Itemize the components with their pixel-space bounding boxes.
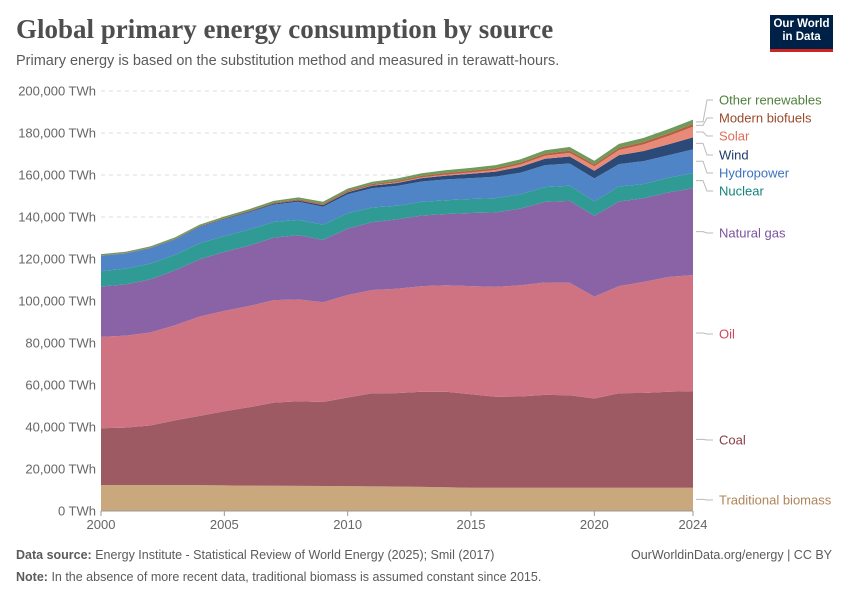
x-tick-label: 2000 [87,517,116,532]
data-source: Data source: Energy Institute - Statisti… [16,548,494,562]
label-connector [696,117,713,126]
label-connector [696,231,713,234]
area-natural-gas [101,188,693,337]
series-label-solar: Solar [719,129,750,144]
owid-logo[interactable]: Our World in Data [770,15,833,52]
note: Note: In the absence of more recent data… [16,570,541,584]
source-text: Energy Institute - Statistical Review of… [95,548,495,562]
series-label-wind: Wind [719,148,749,163]
x-tick-label: 2020 [580,517,609,532]
area-coal [101,391,693,488]
y-tick-label: 40,000 TWh [25,420,96,435]
series-label-natural-gas: Natural gas [719,226,786,241]
page-subtitle: Primary energy is based on the substitut… [16,53,560,69]
label-connector [696,180,713,192]
y-tick-label: 0 TWh [58,504,96,519]
x-tick-label: 2010 [333,517,362,532]
y-tick-label: 60,000 TWh [25,378,96,393]
area-hydropower [101,149,693,272]
x-tick-label: 2005 [210,517,239,532]
label-connector [696,99,713,123]
area-nuclear [101,173,693,287]
credit-link[interactable]: OurWorldinData.org/energy | CC BY [630,548,832,562]
x-tick-label: 2015 [457,517,486,532]
y-tick-label: 80,000 TWh [25,336,96,351]
note-label: Note: [16,570,48,584]
series-label-traditional-biomass: Traditional biomass [719,493,832,508]
area-traditional-biomass [101,484,693,511]
y-tick-label: 180,000 TWh [18,126,96,141]
series-label-other-renewables: Other renewables [719,93,822,108]
label-connector [696,142,713,156]
area-other-renewables [101,119,693,256]
label-connector [696,332,713,335]
y-tick-label: 200,000 TWh [18,84,96,99]
label-connector [696,498,713,501]
series-label-coal: Coal [719,433,746,448]
page-title: Global primary energy consumption by sou… [16,14,554,44]
series-label-modern-biofuels: Modern biofuels [719,111,812,126]
label-connector [696,438,713,441]
y-tick-label: 100,000 TWh [18,294,96,309]
y-tick-label: 120,000 TWh [18,252,96,267]
logo-text: Our World in Data [773,18,830,43]
y-tick-label: 20,000 TWh [25,462,96,477]
series-label-oil: Oil [719,327,735,342]
label-connector [696,160,713,174]
note-text: In the absence of more recent data, trad… [51,570,542,584]
label-connector [696,131,713,137]
source-label: Data source: [16,548,92,562]
area-oil [101,274,693,429]
x-tick-label: 2024 [679,517,708,532]
series-label-hydropower: Hydropower [719,166,790,181]
series-label-nuclear: Nuclear [719,184,764,199]
y-tick-label: 140,000 TWh [18,210,96,225]
y-tick-label: 160,000 TWh [18,168,96,183]
